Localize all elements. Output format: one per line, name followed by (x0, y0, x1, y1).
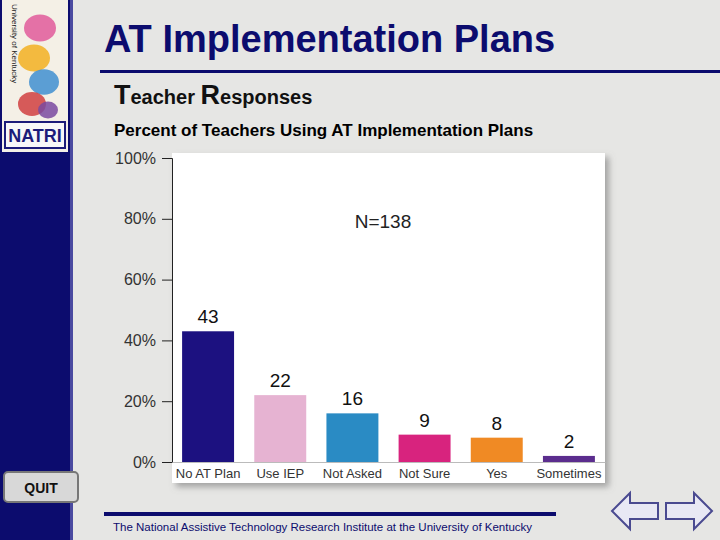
y-tick-label: 100% (115, 150, 156, 167)
slide: University of Kentucky NATRI AT Implementa… (0, 0, 720, 540)
x-tick: Sometimes (536, 462, 602, 481)
y-tick: 80% (124, 210, 172, 227)
y-tick-label: 80% (124, 210, 156, 227)
bar (182, 331, 234, 462)
x-tick: Not Asked (323, 462, 382, 481)
data-label: 2 (564, 431, 575, 452)
next-arrow[interactable] (666, 493, 712, 529)
y-tick-mark (162, 280, 172, 281)
y-tick-label: 60% (124, 271, 156, 288)
logo: University of Kentucky NATRI (2, 0, 68, 152)
sidebar (0, 0, 70, 540)
data-labels: 43 22 16 9 8 2 (198, 306, 575, 452)
slide-title: AT Implementation Plans (104, 18, 555, 60)
y-tick-label: 40% (124, 332, 156, 349)
x-tick-label: No AT Plan (176, 466, 241, 481)
logo-shape (38, 102, 58, 119)
x-tick-label: Use IEP (256, 466, 304, 481)
sidebar-edge (70, 0, 73, 540)
y-tick: 40% (124, 332, 172, 349)
bars (182, 331, 595, 462)
x-axis: No AT Plan Use IEP Not Asked Not Sure Yes Som… (173, 462, 606, 481)
x-tick: Yes (486, 462, 508, 481)
bar (326, 413, 378, 462)
y-tick-mark (162, 340, 172, 341)
y-tick-mark (162, 219, 172, 220)
y-tick-mark (162, 401, 172, 402)
logo-panel (2, 0, 68, 152)
data-label: 22 (270, 370, 291, 391)
y-tick: 0% (133, 454, 172, 471)
y-tick: 100% (115, 150, 172, 167)
x-tick-label: Not Sure (399, 466, 450, 481)
slide-subtitle: Teacher Responses (114, 80, 312, 110)
bar (543, 456, 595, 462)
y-axis: 0% 20% 40% 60% 80% 100% (115, 150, 172, 471)
data-label: 43 (198, 306, 219, 327)
x-tick: Use IEP (256, 462, 304, 481)
chart-title: Percent of Teachers Using AT Implementat… (114, 121, 533, 140)
title-rule (100, 70, 720, 73)
quit-button[interactable]: QUIT (4, 472, 78, 502)
footer: The National Assistive Technology Resear… (113, 521, 532, 533)
y-axis-line (162, 159, 173, 463)
x-tick-label: Not Asked (323, 466, 382, 481)
data-label: 9 (419, 410, 430, 431)
logo-shape (29, 69, 59, 95)
x-axis-line (173, 462, 606, 463)
x-tick-label: Yes (486, 466, 508, 481)
footer-rule (104, 512, 556, 516)
y-tick-mark (162, 158, 172, 159)
logo-name: NATRI (8, 126, 62, 146)
bar (399, 435, 451, 462)
background (0, 0, 720, 540)
previous-arrow[interactable] (612, 493, 658, 529)
logo-box (5, 122, 65, 148)
bar (254, 395, 306, 462)
y-tick-label: 20% (124, 393, 156, 410)
data-label: 16 (342, 388, 363, 409)
y-tick: 20% (124, 393, 172, 410)
bar (471, 438, 523, 462)
annotation: N=138 (355, 211, 412, 232)
quit-button-shape[interactable] (4, 472, 78, 502)
logo-shape (18, 44, 50, 71)
data-label: 8 (491, 413, 502, 434)
logo-university: University of Kentucky (10, 4, 19, 83)
plot-panel (172, 153, 605, 483)
y-tick-label: 0% (133, 454, 156, 471)
logo-shape (24, 14, 56, 41)
x-tick-label: Sometimes (536, 466, 602, 481)
y-tick: 60% (124, 271, 172, 288)
quit-button-label[interactable]: QUIT (24, 480, 58, 496)
y-tick-mark (162, 462, 172, 463)
x-tick: Not Sure (399, 462, 450, 481)
x-tick: No AT Plan (176, 462, 241, 481)
